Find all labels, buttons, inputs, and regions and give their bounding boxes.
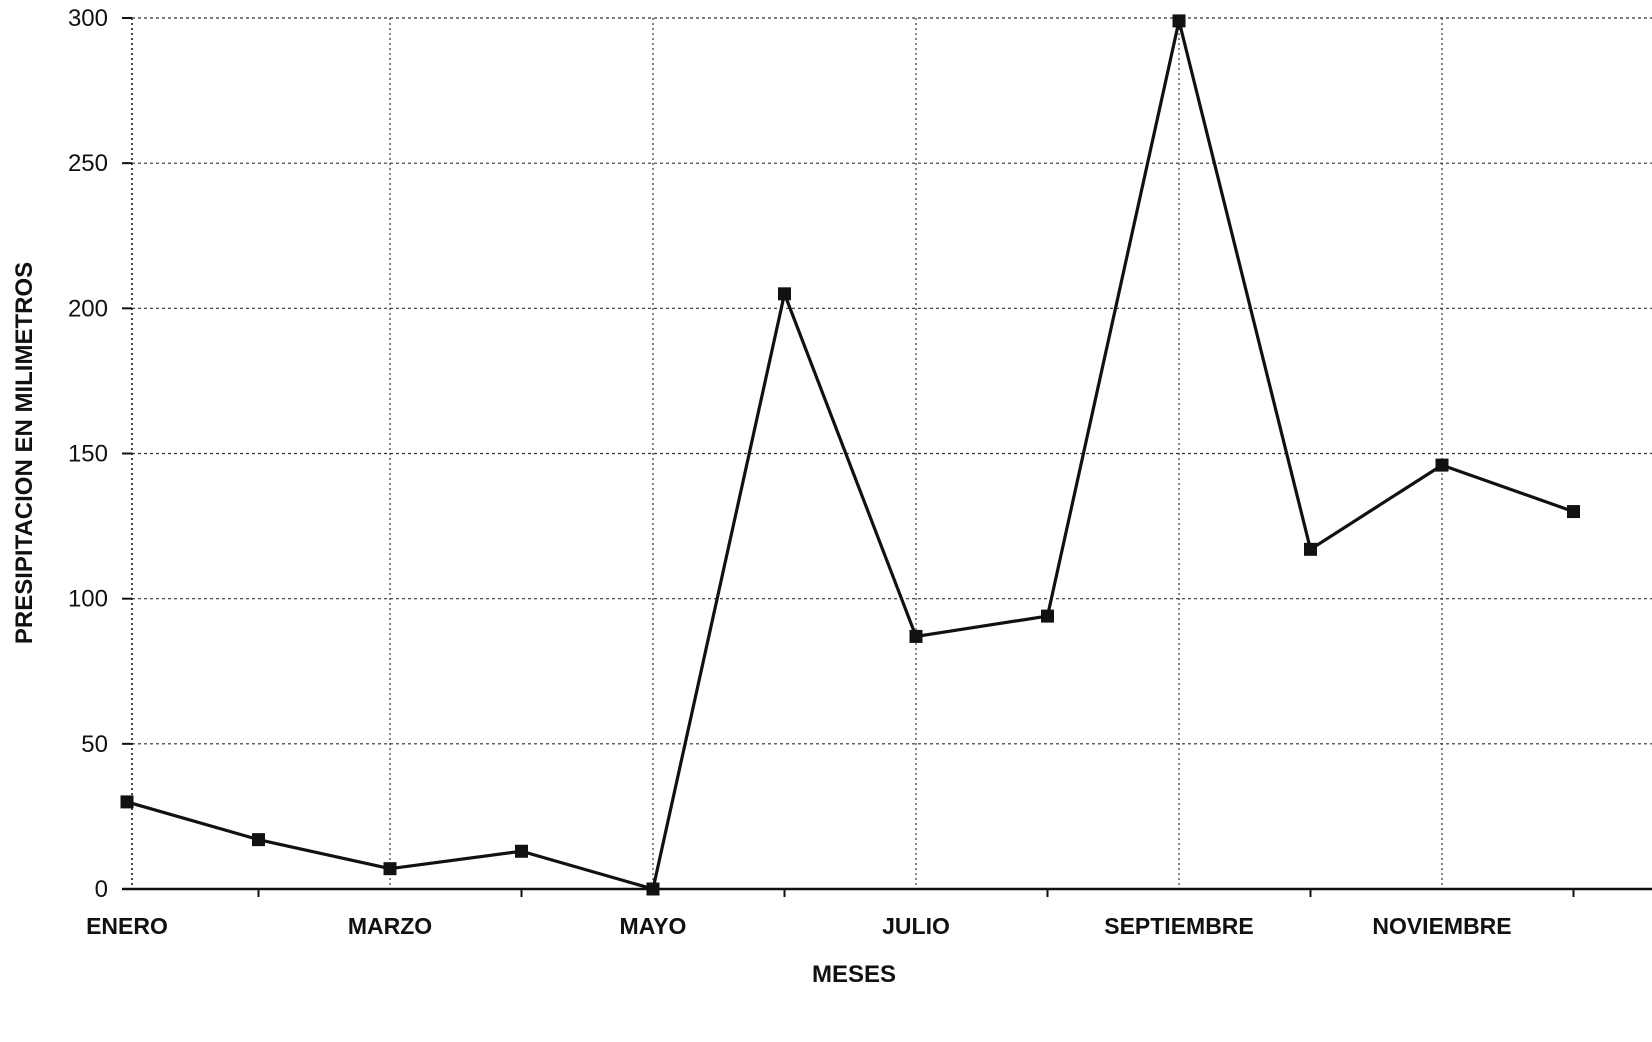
data-point-marker bbox=[778, 287, 791, 301]
x-tick-label: NOVIEMBRE bbox=[1372, 913, 1511, 939]
x-tick-label: MAYO bbox=[620, 913, 687, 939]
y-tick-label: 100 bbox=[68, 586, 108, 613]
data-point-marker bbox=[909, 629, 923, 643]
y-tick-label: 150 bbox=[68, 441, 108, 468]
x-tick-label: ENERO bbox=[86, 913, 168, 939]
x-tick-label: MARZO bbox=[348, 913, 432, 939]
data-point-marker bbox=[252, 833, 265, 847]
x-axis-title: MESES bbox=[812, 961, 896, 988]
data-point-marker bbox=[383, 862, 397, 876]
y-axis-title: PRESIPITACION EN MILIMETROS bbox=[11, 262, 38, 644]
series-line bbox=[126, 20, 1575, 892]
data-point-marker bbox=[1172, 14, 1186, 28]
y-tick-label: 50 bbox=[81, 731, 108, 758]
y-tick-label: 250 bbox=[68, 150, 108, 177]
y-tick-labels: 0 50 100 150 200 250 300 bbox=[68, 5, 108, 903]
data-point-marker bbox=[1435, 458, 1449, 472]
x-tick-label: JULIO bbox=[882, 913, 950, 939]
y-tick-label: 0 bbox=[95, 876, 108, 903]
data-point-marker bbox=[1567, 505, 1580, 519]
axes bbox=[122, 17, 1652, 897]
data-point-marker bbox=[646, 882, 660, 896]
y-tick-label: 300 bbox=[68, 5, 108, 32]
data-point-marker bbox=[515, 844, 528, 858]
data-point-marker bbox=[120, 795, 134, 809]
x-tick-label: SEPTIEMBRE bbox=[1104, 913, 1254, 939]
data-point-marker bbox=[1304, 542, 1317, 556]
y-tick-label: 200 bbox=[68, 295, 108, 322]
series-precipitation bbox=[120, 14, 1580, 896]
x-tick-labels: ENERO MARZO MAYO JULIO SEPTIEMBRE NOVIEMBRE bbox=[86, 913, 1512, 939]
data-point-marker bbox=[1041, 609, 1054, 623]
gridlines bbox=[132, 17, 1652, 889]
